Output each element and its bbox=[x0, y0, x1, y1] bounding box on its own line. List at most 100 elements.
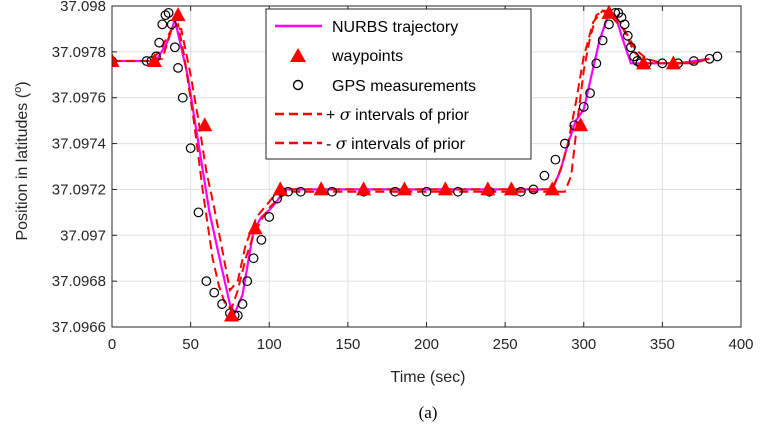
gps-point-29 bbox=[327, 186, 338, 197]
gps-point-22 bbox=[248, 253, 259, 264]
waypoint-12 bbox=[503, 181, 519, 196]
y-tick-label-1: 37.0968 bbox=[52, 273, 106, 290]
legend-minus-prefix: - bbox=[326, 136, 336, 153]
waypoint-9 bbox=[396, 181, 412, 196]
gps-point-0 bbox=[112, 56, 117, 66]
y-axis-label-prefix: Position in latitudes ( bbox=[14, 92, 31, 240]
y-axis-label-suffix: ) bbox=[14, 81, 31, 86]
waypoint-16 bbox=[636, 55, 652, 70]
y-tick-label-3: 37.0972 bbox=[52, 181, 106, 198]
y-tick-label-0: 37.0966 bbox=[52, 319, 106, 336]
waypoint-2 bbox=[170, 7, 186, 22]
series-group bbox=[112, 4, 723, 322]
gps-point-10 bbox=[173, 63, 183, 73]
gps-point-28 bbox=[295, 186, 306, 197]
gps-point-7 bbox=[163, 7, 174, 18]
gps-point-14 bbox=[201, 276, 212, 287]
waypoint-17 bbox=[665, 55, 681, 70]
legend-label-minus-sigma: - σ intervals of prior bbox=[326, 134, 466, 153]
x-tick-label-3: 150 bbox=[335, 336, 360, 353]
x-tick-label-1: 50 bbox=[182, 336, 199, 353]
gps-point-56 bbox=[657, 58, 668, 69]
legend: NURBS trajectory waypoints GPS measureme… bbox=[265, 8, 532, 160]
figure-caption: (a) bbox=[419, 403, 438, 422]
series-plus-sigma-prior bbox=[112, 9, 710, 293]
legend-minus-sigma-symbol: σ bbox=[336, 134, 348, 153]
y-axis-label: Position in latitudes (o) bbox=[12, 81, 31, 240]
x-tick-label-2: 100 bbox=[257, 336, 282, 353]
legend-plus-suffix: intervals of prior bbox=[351, 107, 470, 124]
gps-point-42 bbox=[585, 88, 595, 99]
gps-point-49 bbox=[619, 19, 630, 30]
legend-plus-sigma-symbol: σ bbox=[340, 105, 352, 124]
gps-point-20 bbox=[237, 299, 248, 309]
gps-point-33 bbox=[453, 186, 463, 197]
waypoint-4 bbox=[224, 307, 240, 322]
gps-point-50 bbox=[622, 30, 633, 41]
legend-swatch-waypoints bbox=[290, 48, 306, 62]
waypoint-14 bbox=[573, 117, 589, 132]
gps-point-44 bbox=[597, 35, 608, 46]
y-axis-label-degree: o bbox=[12, 87, 24, 93]
gps-point-23 bbox=[256, 234, 267, 245]
gps-point-58 bbox=[688, 56, 699, 66]
legend-entry-nurbs: NURBS trajectory bbox=[275, 19, 458, 36]
waypoint-7 bbox=[313, 181, 329, 196]
waypoint-0 bbox=[112, 53, 120, 68]
gps-point-32 bbox=[421, 186, 432, 197]
gps-point-45 bbox=[604, 19, 614, 30]
gps-point-15 bbox=[209, 287, 220, 298]
x-axis-label: Time (sec) bbox=[391, 369, 466, 386]
y-tick-label-4: 37.0974 bbox=[52, 136, 106, 153]
y-tick-label-6: 37.0978 bbox=[52, 44, 106, 61]
gps-point-51 bbox=[626, 42, 636, 53]
waypoint-11 bbox=[480, 181, 496, 196]
tick-labels: 0 50 100 150 200 250 300 350 400 37.0966 37.0968 37… bbox=[52, 0, 754, 353]
gps-point-16 bbox=[217, 299, 227, 309]
gps-point-39 bbox=[559, 138, 570, 149]
y-tick-label-2: 37.097 bbox=[60, 227, 106, 244]
gps-point-13 bbox=[193, 207, 204, 218]
x-tick-label-5: 250 bbox=[493, 336, 518, 353]
x-tick-label-8: 400 bbox=[728, 336, 753, 353]
y-tick-label-5: 37.0976 bbox=[52, 90, 106, 107]
gps-point-12 bbox=[185, 143, 196, 154]
legend-minus-suffix: intervals of prior bbox=[347, 136, 466, 153]
gps-point-41 bbox=[578, 101, 589, 112]
gps-point-43 bbox=[591, 58, 602, 69]
gps-point-9 bbox=[169, 42, 180, 53]
x-tick-label-4: 200 bbox=[414, 336, 439, 353]
waypoint-13 bbox=[544, 181, 560, 196]
gps-point-24 bbox=[264, 212, 275, 222]
series-layer bbox=[112, 4, 723, 322]
legend-label-plus-sigma: + σ intervals of prior bbox=[326, 105, 470, 124]
waypoint-3 bbox=[197, 117, 213, 132]
gps-point-60 bbox=[712, 51, 723, 62]
legend-box bbox=[265, 8, 532, 160]
waypoint-10 bbox=[437, 181, 453, 196]
x-tick-label-6: 300 bbox=[571, 336, 596, 353]
gps-point-6 bbox=[160, 10, 171, 21]
legend-entry-minus-sigma: - σ intervals of prior bbox=[275, 134, 466, 153]
gps-point-38 bbox=[550, 154, 561, 165]
legend-label-gps: GPS measurements bbox=[332, 78, 476, 95]
waypoint-5 bbox=[247, 220, 263, 235]
legend-swatch-gps bbox=[292, 79, 304, 91]
gps-point-4 bbox=[154, 37, 165, 48]
waypoint-1 bbox=[146, 53, 162, 68]
legend-label-nurbs: NURBS trajectory bbox=[332, 19, 458, 36]
waypoint-15 bbox=[601, 4, 617, 19]
legend-label-waypoints: waypoints bbox=[331, 48, 403, 65]
x-tick-label-0: 0 bbox=[108, 336, 116, 353]
legend-entry-plus-sigma: + σ intervals of prior bbox=[275, 105, 470, 124]
x-tick-label-7: 350 bbox=[650, 336, 675, 353]
gps-point-21 bbox=[242, 276, 253, 287]
legend-entry-waypoints: waypoints bbox=[290, 48, 403, 65]
waypoint-6 bbox=[272, 181, 288, 196]
y-tick-label-7: 37.098 bbox=[60, 0, 106, 15]
axes bbox=[111, 5, 742, 328]
gps-point-37 bbox=[539, 170, 550, 181]
legend-plus-prefix: + bbox=[326, 107, 340, 124]
gps-point-11 bbox=[177, 92, 188, 103]
